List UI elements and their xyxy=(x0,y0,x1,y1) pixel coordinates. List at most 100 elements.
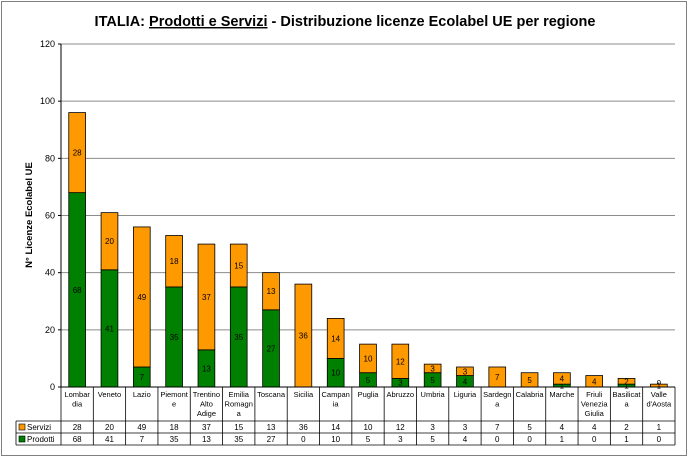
data-label-prodotti: 68 xyxy=(73,286,82,295)
x-tick-label-line: Toscana xyxy=(257,390,286,399)
title-part-1: ITALIA: xyxy=(95,14,150,30)
x-tick-label-line: Giulia xyxy=(585,409,605,418)
x-tick-label-line: Piemont xyxy=(160,390,188,399)
table-cell: 18 xyxy=(170,423,179,432)
data-label-prodotti: 27 xyxy=(267,344,276,353)
title-part-2: Prodotti e Servizi xyxy=(149,14,267,30)
x-tick-label-line: Marche xyxy=(549,390,574,399)
data-label-servizi: 2 xyxy=(624,377,629,386)
data-label-prodotti: 5 xyxy=(366,376,371,385)
table-cell: 3 xyxy=(430,423,435,432)
table-cell: 35 xyxy=(234,435,243,444)
bar-servizi xyxy=(456,366,474,376)
data-label-prodotti: 4 xyxy=(463,377,468,386)
x-tick-label-line: Emilia xyxy=(229,390,250,399)
x-tick-label-line: dia xyxy=(72,400,83,409)
bar-servizi xyxy=(553,372,571,385)
data-label-servizi: 13 xyxy=(267,287,276,296)
table-cell: 10 xyxy=(364,423,373,432)
table-cell: 5 xyxy=(366,435,371,444)
bar-servizi xyxy=(165,235,183,288)
table-cell: 27 xyxy=(267,435,276,444)
table-cell: 1 xyxy=(560,435,565,444)
table-cell: 13 xyxy=(267,423,276,432)
y-tick-label: 120 xyxy=(40,39,55,49)
data-label-servizi: 10 xyxy=(364,354,373,363)
x-tick-label: Liguria xyxy=(454,390,477,399)
data-table: Lombar dia Veneto Lazio Piemont e Trentino Alto… xyxy=(15,387,676,446)
table-cell: 12 xyxy=(396,423,405,432)
x-tick-label-line: Campan xyxy=(322,390,350,399)
data-label-servizi: 4 xyxy=(592,377,597,386)
table-cell: 0 xyxy=(301,435,306,444)
x-tick-label: Emilia Romagn a xyxy=(225,390,253,418)
bar-servizi xyxy=(617,378,636,385)
x-tick-label: Veneto xyxy=(98,390,121,399)
x-tick-label-line: Lazio xyxy=(133,390,151,399)
data-label-servizi: 49 xyxy=(137,293,146,302)
x-tick-label-line: Abruzzo xyxy=(387,390,415,399)
legend-label-prodotti: Prodotti xyxy=(27,435,55,444)
data-label-prodotti: 3 xyxy=(398,379,403,388)
bar-servizi xyxy=(423,363,442,374)
bar-servizi xyxy=(229,243,248,288)
data-label-servizi: 36 xyxy=(299,332,308,341)
data-label-servizi: 37 xyxy=(202,293,211,302)
table-cell: 10 xyxy=(331,435,340,444)
x-tick-label-line: Romagn xyxy=(225,400,253,409)
bar-servizi xyxy=(132,226,151,368)
data-label-prodotti: 10 xyxy=(331,369,340,378)
x-tick-label: Trentino Alto Adige xyxy=(193,390,220,418)
x-tick-label-line: a xyxy=(624,400,629,409)
x-tick-label-line: Friuli xyxy=(586,390,603,399)
x-tick-label: Marche xyxy=(549,390,574,399)
bar-servizi xyxy=(68,112,86,194)
table-cell: 0 xyxy=(657,435,662,444)
table-cell: 7 xyxy=(140,435,145,444)
data-label-prodotti: 1 xyxy=(624,382,629,391)
table-cell: 3 xyxy=(463,423,468,432)
bar-servizi xyxy=(326,317,345,359)
table-cell: 4 xyxy=(592,423,597,432)
table-cell: 14 xyxy=(331,423,340,432)
table-cell: 36 xyxy=(299,423,308,432)
table-cell: 4 xyxy=(463,435,468,444)
table-cell: 7 xyxy=(495,423,500,432)
table-cell: 1 xyxy=(624,435,629,444)
x-tick-label-line: Trentino xyxy=(193,390,220,399)
title-part-3: - Distribuzione licenze Ecolabel UE per … xyxy=(268,14,596,30)
table-cell: 28 xyxy=(73,423,82,432)
bar-servizi xyxy=(262,272,280,311)
data-label-servizi: 15 xyxy=(234,262,243,271)
x-tick-label-line: Basilicat xyxy=(613,390,642,399)
x-tick-label: Sicilia xyxy=(294,390,314,399)
table-cell: 3 xyxy=(398,435,403,444)
y-tick-label: 100 xyxy=(40,96,55,106)
table-cell: 1 xyxy=(657,423,662,432)
x-tick-label-line: Adige xyxy=(197,409,216,418)
x-tick-label-line: a xyxy=(495,400,500,409)
x-tick-label-line: Lombar xyxy=(64,390,90,399)
x-tick-label-line: Veneto xyxy=(98,390,121,399)
x-tick-label: Toscana xyxy=(257,390,286,399)
x-tick-label-line: d'Aosta xyxy=(646,400,672,409)
data-label-servizi: 4 xyxy=(560,374,565,383)
table-cell: 0 xyxy=(495,435,500,444)
table-cell: 5 xyxy=(527,423,532,432)
table-cell: 37 xyxy=(202,423,211,432)
y-tick-label: 20 xyxy=(45,325,55,335)
x-tick-label-line: Calabria xyxy=(516,390,545,399)
table-cell: 13 xyxy=(202,435,211,444)
x-tick-label-line: Sardegn xyxy=(483,390,511,399)
x-tick-label: Lombar dia xyxy=(64,390,90,409)
data-label-servizi: 20 xyxy=(105,237,114,246)
table-cell: 2 xyxy=(624,423,629,432)
data-label-prodotti: 41 xyxy=(105,324,114,333)
table-cell: 41 xyxy=(105,435,114,444)
x-tick-label-line: Puglia xyxy=(358,390,380,399)
x-tick-label-line: Alto xyxy=(200,400,213,409)
x-tick-label: Umbria xyxy=(421,390,446,399)
x-tick-label: Abruzzo xyxy=(387,390,415,399)
x-tick-label-line: e xyxy=(172,400,176,409)
